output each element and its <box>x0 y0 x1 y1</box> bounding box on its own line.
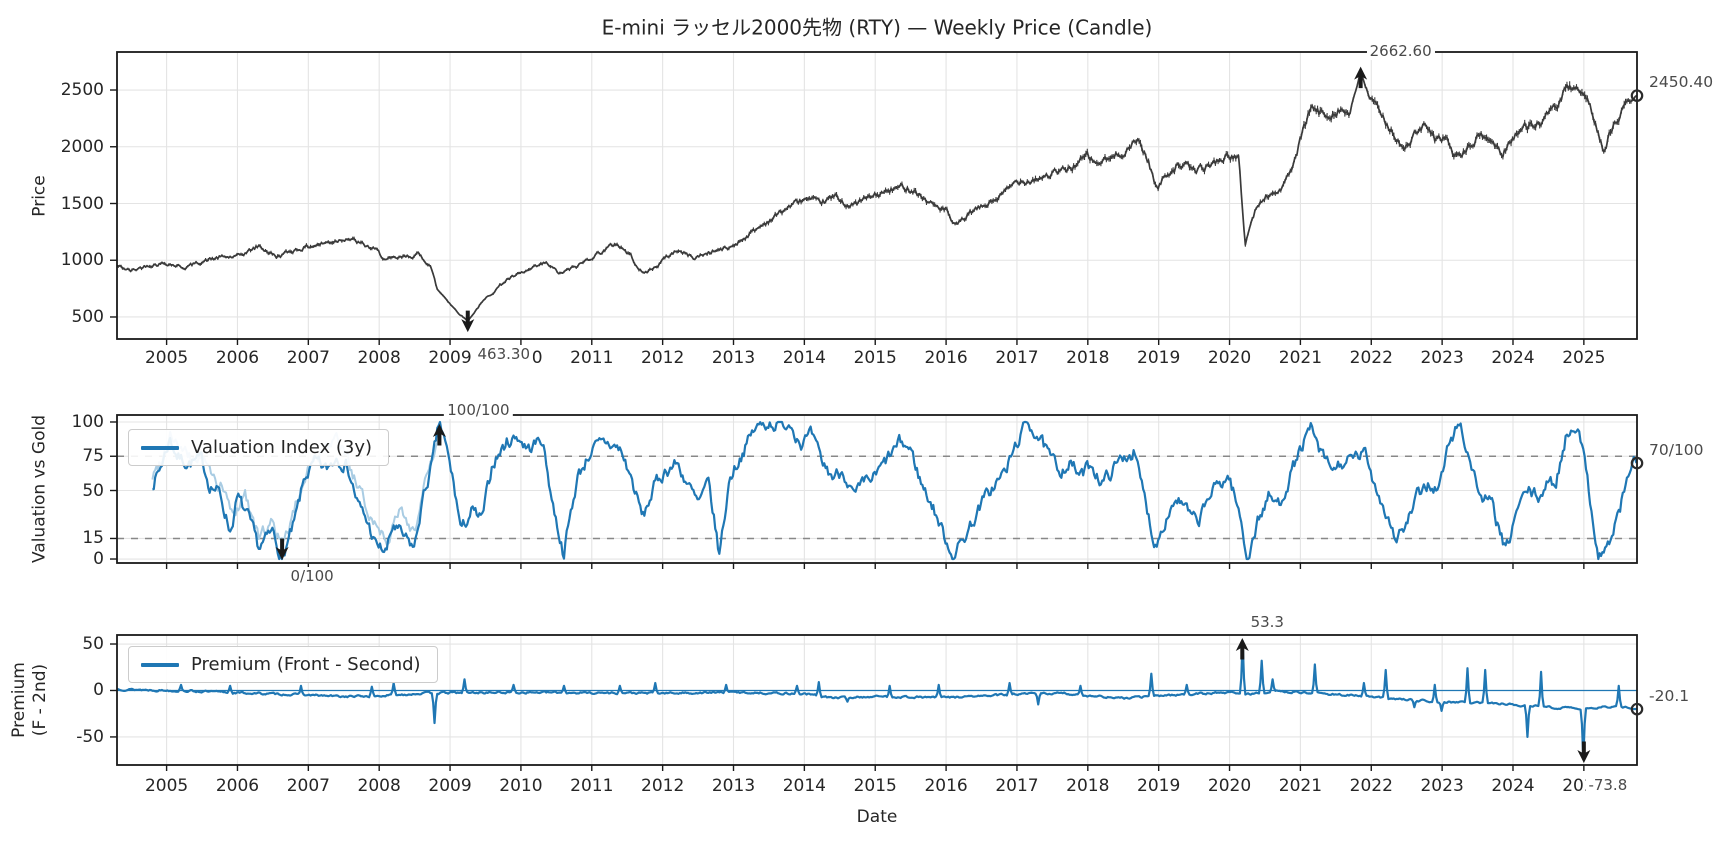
x-tick-label: 2021 <box>1278 776 1323 796</box>
x-tick-label: 2008 <box>357 348 401 368</box>
x-tick-label: 2015 <box>853 348 897 368</box>
valuation-min-annotation: 0/100 <box>287 567 337 586</box>
x-tick-label: 2019 <box>1137 776 1181 796</box>
date-axis-label: Date <box>856 807 898 827</box>
x-tick-label: 2021 <box>1278 348 1323 368</box>
y-tick-label: 2000 <box>60 136 104 157</box>
x-tick-label: 2018 <box>1066 776 1110 796</box>
x-tick-label: 2014 <box>782 776 826 796</box>
x-tick-label: 2024 <box>1491 348 1535 368</box>
x-tick-label: 2014 <box>782 348 826 368</box>
legend-line-sample <box>141 445 179 450</box>
x-tick-label: 2006 <box>215 776 260 796</box>
price-last-value-label: 2450.40 <box>1649 73 1714 92</box>
x-tick-label: 2012 <box>641 348 685 368</box>
y-tick-label: 50 <box>82 634 104 654</box>
x-tick-label: 2020 <box>1207 776 1252 796</box>
y-tick-label: -50 <box>76 726 104 747</box>
x-tick-label: 2006 <box>215 348 260 368</box>
chart-title: E-mini ラッセル2000先物 (RTY) — Weekly Price (… <box>601 15 1153 40</box>
legend-label: Valuation Index (3y) <box>191 437 373 458</box>
x-tick-label: 2015 <box>853 776 897 796</box>
x-tick-label: 2019 <box>1137 348 1181 368</box>
y-tick-label: 1000 <box>60 250 104 271</box>
x-tick-label: 2023 <box>1420 348 1464 368</box>
x-tick-label: 2009 <box>428 776 472 796</box>
x-tick-label: 2022 <box>1349 348 1393 368</box>
x-tick-label: 2017 <box>995 776 1039 796</box>
valuation-axis-label: Valuation vs Gold <box>29 414 50 564</box>
x-tick-label: 2005 <box>144 348 189 368</box>
x-tick-label: 2020 <box>1207 348 1252 368</box>
x-tick-label: 2016 <box>924 348 968 368</box>
legend-label: Premium (Front - Second) <box>191 654 421 675</box>
price-min-annotation: 463.30 <box>474 345 534 364</box>
y-tick-label: 0 <box>93 680 104 701</box>
x-tick-label: 2017 <box>995 348 1039 368</box>
x-tick-label: 2013 <box>711 776 756 796</box>
y-tick-label: 1500 <box>60 193 104 214</box>
valuation-last-value-label: 70/100 <box>1649 440 1704 459</box>
premium-max-annotation: 53.3 <box>1247 612 1287 631</box>
x-tick-label: 2016 <box>924 776 968 796</box>
x-tick-label: 2012 <box>641 776 685 796</box>
premium-axis-label: Premium (F - 2nd) <box>8 662 50 738</box>
x-tick-label: 2024 <box>1491 776 1535 796</box>
x-tick-label: 2022 <box>1349 776 1393 796</box>
x-tick-label: 2011 <box>570 776 614 796</box>
premium-legend: Premium (Front - Second) <box>128 646 438 683</box>
premium-min-annotation: -73.8 <box>1585 776 1631 795</box>
y-tick-label: 2500 <box>60 80 104 101</box>
x-tick-label: 2009 <box>428 348 472 368</box>
x-tick-label: 2018 <box>1066 348 1110 368</box>
x-tick-label: 2025 <box>1562 348 1606 368</box>
y-tick-label: 50 <box>82 480 104 501</box>
legend-line-sample <box>141 662 179 667</box>
x-tick-label: 2011 <box>570 348 614 368</box>
y-tick-label: 75 <box>82 446 104 467</box>
y-tick-label: 0 <box>93 549 104 570</box>
price-axis-label: Price <box>29 175 50 217</box>
x-tick-label: 2010 <box>499 776 543 796</box>
price-max-annotation: 2662.60 <box>1366 41 1435 60</box>
valuation-legend: Valuation Index (3y) <box>128 429 390 466</box>
x-tick-label: 2005 <box>144 776 189 796</box>
y-tick-label: 100 <box>71 411 104 432</box>
x-tick-label: 2013 <box>711 348 756 368</box>
y-tick-label: 500 <box>71 306 104 327</box>
x-tick-label: 2007 <box>286 776 330 796</box>
x-tick-label: 2008 <box>357 776 401 796</box>
x-tick-label: 2007 <box>286 348 330 368</box>
valuation-max-annotation: 100/100 <box>444 400 513 419</box>
premium-last-value-label: -20.1 <box>1649 686 1690 705</box>
x-tick-label: 2023 <box>1420 776 1464 796</box>
y-tick-label: 15 <box>82 528 104 549</box>
